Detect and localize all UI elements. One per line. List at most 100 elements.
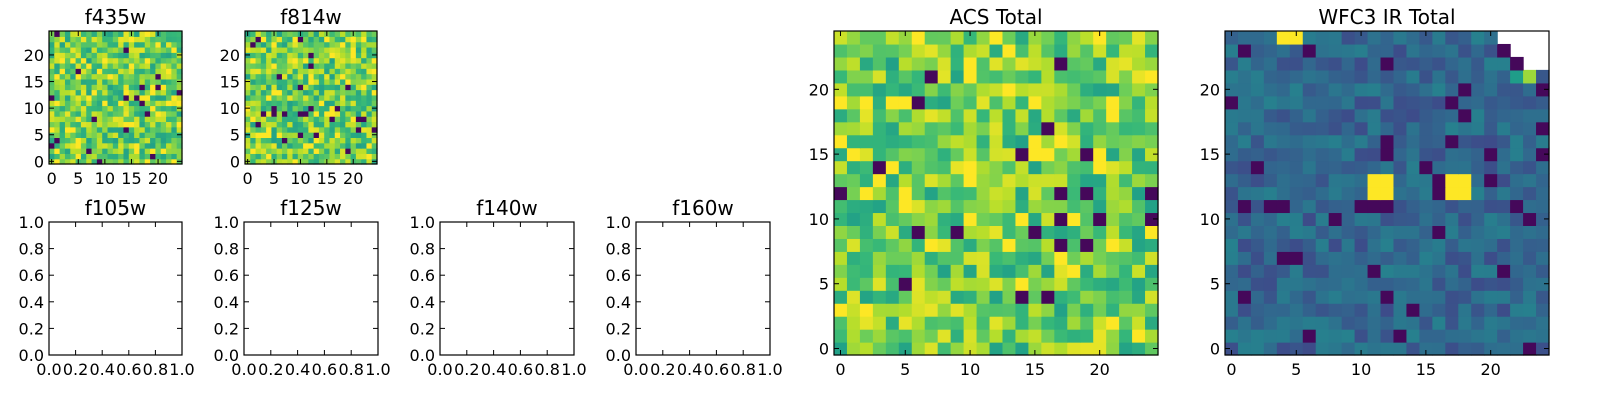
heatmap-cell [171, 46, 178, 53]
heatmap-cell [1002, 43, 1017, 58]
heatmap-cell [1367, 264, 1382, 278]
heatmap-cell [885, 251, 900, 265]
heatmap-cell [329, 110, 336, 117]
heatmap-cell [91, 153, 98, 160]
heatmap-cell [334, 31, 341, 37]
heatmap-cell [102, 142, 109, 149]
heatmap-cell [989, 147, 1004, 162]
heatmap-cell [937, 31, 952, 45]
heatmap-cell [1484, 186, 1498, 201]
heatmap-cell [1419, 212, 1433, 226]
heatmap-cell [1393, 212, 1408, 226]
heatmap-cell [287, 73, 294, 80]
heatmap-cell [1380, 329, 1395, 343]
heatmap-cell [361, 68, 368, 75]
heatmap-cell [1341, 264, 1356, 278]
heatmap-cell [1028, 251, 1042, 265]
heatmap-cell [144, 116, 151, 123]
heatmap-cell [287, 142, 294, 149]
heatmap-cell [355, 126, 362, 133]
heatmap-cell [937, 277, 952, 291]
heatmap-cell [150, 132, 156, 138]
heatmap-cell [371, 68, 378, 75]
heatmap-cell [128, 41, 135, 48]
heatmap-cell [859, 329, 874, 343]
heatmap-cell [313, 62, 320, 69]
heatmap-cell [49, 137, 55, 144]
heatmap-cell [1002, 290, 1017, 304]
heatmap-cell [350, 73, 357, 80]
heatmap-cell [345, 116, 352, 123]
heatmap-cell [1328, 95, 1343, 110]
heatmap-cell [1523, 238, 1537, 252]
heatmap-cell [266, 142, 272, 149]
heatmap-cell [266, 158, 272, 165]
heatmap-cell [102, 57, 109, 64]
heatmap-cell [1354, 134, 1369, 149]
heatmap-cell [1393, 82, 1408, 97]
heatmap-cell [1302, 43, 1317, 58]
heatmap-cell [75, 105, 82, 112]
heatmap-cell [70, 116, 77, 123]
heatmap-cell [150, 100, 156, 107]
heatmap-cell [150, 110, 156, 117]
heatmap-cell [1080, 303, 1094, 317]
heatmap-cell [96, 89, 103, 96]
heatmap-cell [924, 264, 939, 278]
heatmap-cell [1106, 121, 1120, 136]
heatmap-cell [834, 225, 848, 239]
heatmap-cell [1237, 31, 1252, 45]
heatmap-cell [1432, 342, 1446, 356]
heatmap-cell [49, 62, 55, 69]
heatmap-cell [366, 153, 373, 160]
heatmap-cell [144, 31, 151, 37]
heatmap-cell [1028, 95, 1042, 110]
heatmap-cell [64, 46, 71, 53]
heatmap-cell [1380, 134, 1395, 149]
heatmap-cell [324, 137, 331, 144]
heatmap-cell [1225, 290, 1239, 304]
heatmap-cell [123, 132, 130, 138]
heatmap-cell [276, 89, 283, 96]
heatmap-cell [1432, 277, 1446, 291]
heatmap-cell [834, 173, 848, 188]
heatmap-cell [281, 78, 288, 85]
heatmap-cell [128, 116, 135, 123]
heatmap-cell [329, 137, 336, 144]
heatmap-cell [1497, 147, 1511, 162]
heatmap-cell [350, 36, 357, 43]
heatmap-cell [1250, 290, 1265, 304]
heatmap-cell [1237, 225, 1252, 239]
heatmap-cell [128, 100, 135, 107]
heatmap-cell [303, 57, 309, 64]
heatmap-cell [255, 105, 262, 112]
heatmap-cell [1263, 160, 1278, 175]
heatmap-cell [276, 73, 283, 80]
heatmap-cell [70, 153, 77, 160]
heatmap-cell [91, 89, 98, 96]
heatmap-cell [1302, 199, 1317, 214]
heatmap-cell [287, 110, 294, 117]
heatmap-cell [260, 46, 267, 53]
heatmap-cell [155, 78, 162, 85]
heatmap-cell [1302, 277, 1317, 291]
heatmap-cell [281, 46, 288, 53]
heatmap-cell [1289, 186, 1304, 201]
heatmap-cell [1315, 173, 1330, 188]
heatmap-cell [976, 160, 991, 175]
heatmap-cell [128, 132, 135, 138]
heatmap-cell [171, 52, 178, 59]
heatmap-cell [834, 147, 848, 162]
heatmap-cell [1341, 225, 1356, 239]
heatmap-cell [1263, 43, 1278, 58]
heatmap-cell [303, 68, 309, 75]
heatmap-cell [287, 116, 294, 123]
heatmap-cell [1093, 251, 1107, 265]
heatmap-cell [80, 41, 87, 48]
heatmap-cell [1341, 277, 1356, 291]
heatmap-cell [1289, 43, 1304, 58]
heatmap-cell [1225, 69, 1239, 84]
heatmap-cell [287, 126, 294, 133]
heatmap-cell [976, 264, 991, 278]
